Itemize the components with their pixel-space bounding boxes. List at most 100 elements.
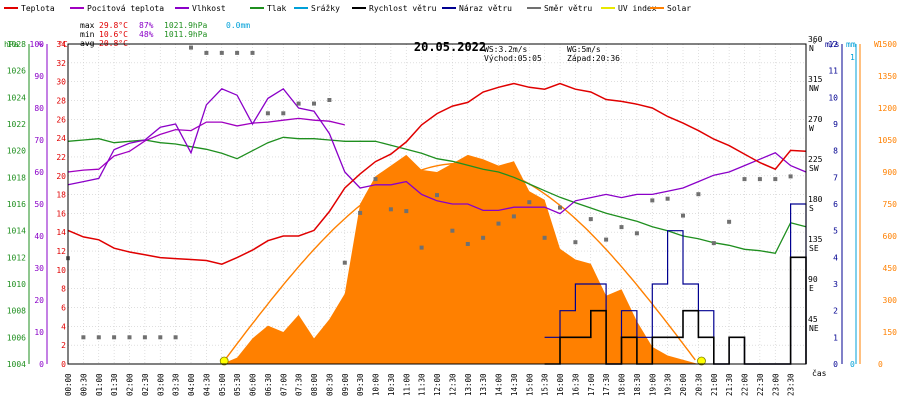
humidity-tick: 80 — [34, 104, 44, 113]
stats-block: max 29.8°C 87% 1021.9hPa 0.0mm min 10.6°C 48% 10… — [80, 21, 620, 63]
wind-direction-point — [373, 177, 378, 182]
time-tick: 06:30 — [264, 373, 273, 396]
direction-unit: ° — [812, 40, 817, 49]
temperature-tick: 24 — [56, 134, 66, 143]
direction-compass-tick: SE — [809, 244, 819, 253]
time-tick: 13:00 — [464, 373, 473, 396]
time-tick: 17:00 — [587, 373, 596, 396]
rain-unit: mm — [846, 40, 856, 49]
pressure-tick: 1010 — [7, 280, 26, 289]
time-tick: 12:00 — [433, 373, 442, 396]
direction-degree-tick: 90 — [808, 275, 818, 284]
wind-direction-point — [773, 177, 778, 182]
solar-tick: 600 — [883, 232, 898, 241]
stat-label: max — [80, 21, 95, 30]
wind-direction-point — [604, 237, 609, 242]
wind-tick: 11 — [828, 67, 838, 76]
time-tick: 21:30 — [725, 373, 734, 396]
wind-tick: 8 — [833, 147, 838, 156]
time-tick: 14:00 — [495, 373, 504, 396]
wind-tick: 10 — [828, 93, 838, 102]
direction-degree-tick: 360 — [808, 35, 823, 44]
direction-degree-tick: 270 — [808, 115, 823, 124]
temperature-tick: 22 — [56, 153, 66, 162]
wind-direction-point — [511, 214, 516, 219]
solar-unit: W — [874, 40, 879, 49]
temperature-tick: 14 — [56, 228, 66, 237]
time-tick: 22:30 — [756, 373, 765, 396]
solar-tick: 900 — [883, 168, 898, 177]
humidity-tick: 40 — [34, 232, 44, 241]
wind-direction-point — [573, 240, 578, 245]
time-tick: 09:00 — [341, 373, 350, 396]
direction-degree-tick: 225 — [808, 155, 823, 164]
direction-degree-tick: 45 — [808, 315, 818, 324]
pressure-tick: 1004 — [7, 360, 26, 369]
rain-tick: 1 — [850, 53, 855, 62]
solar-tick: 1350 — [878, 72, 897, 81]
stat-temperature: 10.6°C — [99, 30, 128, 39]
pressure-tick: 1022 — [7, 120, 26, 129]
wind-direction-point — [742, 177, 747, 182]
time-tick: 16:00 — [556, 373, 565, 396]
stat-temperature: 29.8°C — [99, 21, 128, 30]
time-tick: 21:00 — [710, 373, 719, 396]
direction-compass-tick: SW — [809, 164, 819, 173]
x-axis-label: čas — [812, 368, 827, 378]
temperature-tick: 26 — [56, 115, 66, 124]
time-tick: 10:00 — [372, 373, 381, 396]
stat-pressure: 1011.9hPa — [164, 30, 208, 39]
time-tick: 00:00 — [64, 373, 73, 396]
time-tick: 23:00 — [771, 373, 780, 396]
solar-tick: 150 — [883, 328, 898, 337]
time-tick: 11:00 — [402, 373, 411, 396]
wind-direction-point — [219, 50, 224, 55]
wind-speed-avg: WS:3.2m/s — [484, 45, 528, 54]
wind-direction-point — [696, 192, 701, 197]
pressure-tick: 1012 — [7, 253, 26, 262]
legend-label: Srážky — [311, 4, 340, 13]
time-tick: 06:00 — [249, 373, 258, 396]
solar-tick: 450 — [883, 264, 898, 273]
wind-direction-point — [558, 205, 562, 210]
humidity-tick: 10 — [34, 328, 44, 337]
humidity-tick: 90 — [34, 72, 44, 81]
legend-label: Rychlost větru — [369, 4, 437, 13]
wind-direction-point — [327, 98, 332, 102]
wind-direction-point — [296, 101, 301, 106]
humidity-tick: 20 — [34, 296, 44, 305]
wind-direction-point — [265, 111, 270, 116]
time-tick: 13:30 — [479, 373, 488, 396]
stat-rain: 0.0mm — [226, 21, 250, 30]
humidity-tick: 60 — [34, 168, 44, 177]
temperature-tick: 6 — [61, 304, 66, 313]
wind-gust-max: WG:5m/s — [567, 45, 601, 54]
legend-label: UV index — [618, 4, 657, 13]
wind-direction-point — [650, 198, 655, 203]
time-tick: 19:00 — [648, 373, 657, 396]
pressure-tick: 1016 — [7, 200, 26, 209]
temperature-tick: 10 — [56, 266, 66, 275]
time-tick: 11:30 — [418, 373, 427, 396]
time-tick: 18:30 — [633, 373, 642, 396]
wind-direction-point — [435, 193, 439, 198]
temperature-tick: 8 — [61, 285, 66, 294]
wind-direction-point — [96, 335, 101, 340]
temperature-unit: °C — [58, 40, 68, 49]
time-tick: 20:00 — [679, 373, 688, 396]
temperature-tick: 30 — [56, 78, 66, 87]
wind-direction-point — [404, 209, 409, 214]
solar-tick: 1050 — [878, 136, 897, 145]
pressure-tick: 1028 — [7, 40, 26, 49]
time-tick: 00:30 — [79, 373, 88, 396]
pressure-tick: 1008 — [7, 307, 26, 316]
temperature-tick: 16 — [56, 209, 66, 218]
time-tick: 02:00 — [126, 373, 135, 396]
time-tick: 02:30 — [141, 373, 150, 396]
time-tick: 07:00 — [279, 373, 288, 396]
time-tick: 22:00 — [741, 373, 750, 396]
stat-pressure: 1021.9hPa — [164, 21, 208, 30]
time-tick: 03:30 — [172, 373, 181, 396]
wind-tick: 6 — [833, 200, 838, 209]
direction-compass-tick: S — [809, 204, 814, 213]
